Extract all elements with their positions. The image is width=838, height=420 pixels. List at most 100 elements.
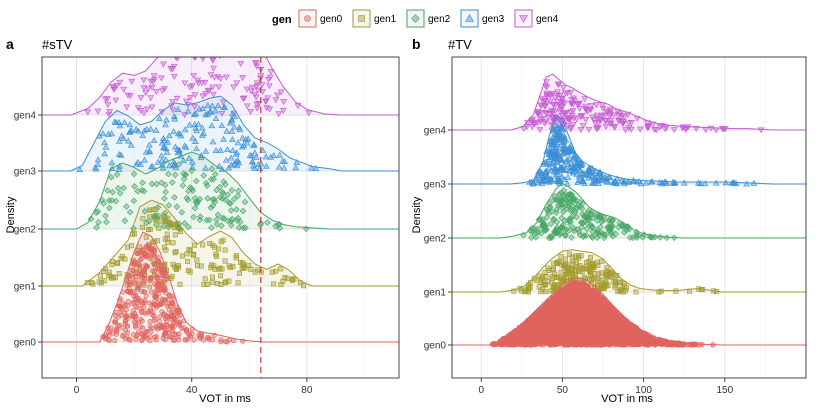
point-gen2 bbox=[593, 230, 601, 237]
point-gen4 bbox=[239, 75, 247, 82]
point-gen2 bbox=[639, 234, 646, 241]
point-gen3 bbox=[139, 132, 147, 139]
point-gen1 bbox=[278, 266, 284, 272]
point-gen3 bbox=[191, 138, 199, 145]
point-gen2 bbox=[208, 224, 215, 231]
panel-label-b: b bbox=[412, 36, 421, 52]
point-gen0 bbox=[224, 339, 230, 345]
point-gen4 bbox=[294, 103, 302, 110]
point-gen3 bbox=[280, 164, 288, 171]
point-gen1 bbox=[147, 226, 153, 232]
point-gen1 bbox=[194, 257, 200, 263]
point-gen4 bbox=[253, 105, 261, 112]
point-gen2 bbox=[578, 219, 586, 227]
point-gen2 bbox=[558, 224, 565, 231]
point-gen4 bbox=[649, 121, 657, 128]
point-gen1 bbox=[214, 253, 220, 259]
point-gen1 bbox=[210, 274, 216, 280]
point-gen1 bbox=[551, 283, 557, 289]
point-gen3 bbox=[722, 179, 730, 186]
point-gen3 bbox=[614, 175, 621, 182]
point-gen2 bbox=[588, 233, 596, 240]
point-gen0 bbox=[117, 309, 123, 315]
point-gen3 bbox=[208, 122, 216, 129]
point-gen1 bbox=[248, 266, 254, 272]
point-gen4 bbox=[599, 102, 606, 109]
point-gen1 bbox=[714, 289, 720, 295]
point-gen2 bbox=[544, 207, 552, 215]
point-gen1 bbox=[194, 263, 200, 269]
point-gen2 bbox=[207, 175, 215, 183]
legend-symbol-gen3 bbox=[465, 13, 474, 22]
point-gen1 bbox=[511, 288, 517, 294]
point-gen1 bbox=[155, 238, 161, 244]
point-gen3 bbox=[108, 159, 116, 166]
point-gen3 bbox=[229, 136, 236, 143]
point-gen4 bbox=[627, 126, 635, 133]
point-gen3 bbox=[712, 179, 720, 186]
point-gen3 bbox=[195, 120, 202, 127]
point-gen3 bbox=[743, 180, 751, 187]
point-gen2 bbox=[608, 228, 616, 236]
point-gen2 bbox=[224, 191, 232, 198]
point-gen1 bbox=[618, 280, 624, 286]
point-gen3 bbox=[143, 125, 151, 132]
point-gen3 bbox=[197, 154, 205, 161]
point-gen2 bbox=[145, 217, 153, 225]
point-gen2 bbox=[213, 216, 220, 223]
point-gen3 bbox=[162, 121, 169, 128]
point-gen0 bbox=[155, 280, 161, 286]
point-gen0 bbox=[182, 337, 188, 343]
point-gen3 bbox=[170, 128, 178, 135]
point-gen4 bbox=[229, 28, 235, 33]
point-gen3 bbox=[647, 178, 655, 185]
point-gen0 bbox=[157, 314, 163, 320]
point-gen2 bbox=[102, 212, 109, 220]
point-gen4 bbox=[527, 118, 535, 125]
point-gen4 bbox=[186, 41, 192, 46]
point-gen2 bbox=[568, 234, 575, 241]
point-gen2 bbox=[162, 188, 169, 196]
point-gen0 bbox=[131, 299, 137, 305]
point-gen0 bbox=[126, 273, 132, 279]
points-gen3 bbox=[76, 101, 320, 172]
point-gen4 bbox=[684, 124, 692, 131]
point-gen0 bbox=[135, 295, 141, 301]
point-gen2 bbox=[208, 165, 216, 173]
point-gen3 bbox=[126, 121, 134, 128]
point-gen3 bbox=[750, 179, 758, 186]
point-gen2 bbox=[190, 213, 197, 221]
point-gen3 bbox=[177, 132, 185, 139]
point-gen3 bbox=[267, 153, 275, 160]
point-gen3 bbox=[545, 164, 553, 171]
point-gen0 bbox=[170, 313, 176, 319]
point-gen2 bbox=[87, 215, 95, 223]
point-gen0 bbox=[143, 293, 149, 299]
point-gen4 bbox=[217, 76, 225, 83]
point-gen1 bbox=[139, 224, 145, 230]
point-gen1 bbox=[132, 231, 138, 237]
point-gen4 bbox=[551, 95, 559, 102]
point-gen0 bbox=[176, 308, 182, 314]
point-gen3 bbox=[593, 177, 601, 183]
point-gen0 bbox=[120, 289, 126, 295]
point-gen1 bbox=[101, 278, 107, 284]
point-gen2 bbox=[602, 231, 610, 238]
point-gen2 bbox=[554, 202, 562, 209]
point-gen4 bbox=[190, 73, 198, 80]
point-gen1 bbox=[119, 253, 125, 259]
point-gen0 bbox=[154, 266, 160, 272]
point-gen4 bbox=[254, 57, 256, 58]
point-gen4 bbox=[670, 127, 678, 134]
point-gen1 bbox=[97, 273, 103, 279]
point-gen2 bbox=[556, 190, 563, 198]
point-gen2 bbox=[109, 188, 117, 196]
point-gen4 bbox=[556, 109, 564, 116]
point-gen2 bbox=[240, 224, 247, 232]
point-gen2 bbox=[569, 212, 576, 220]
point-gen4 bbox=[616, 111, 624, 118]
point-gen2 bbox=[520, 231, 527, 239]
point-gen3 bbox=[558, 123, 565, 130]
point-gen1 bbox=[241, 264, 247, 270]
point-gen4 bbox=[170, 73, 178, 80]
